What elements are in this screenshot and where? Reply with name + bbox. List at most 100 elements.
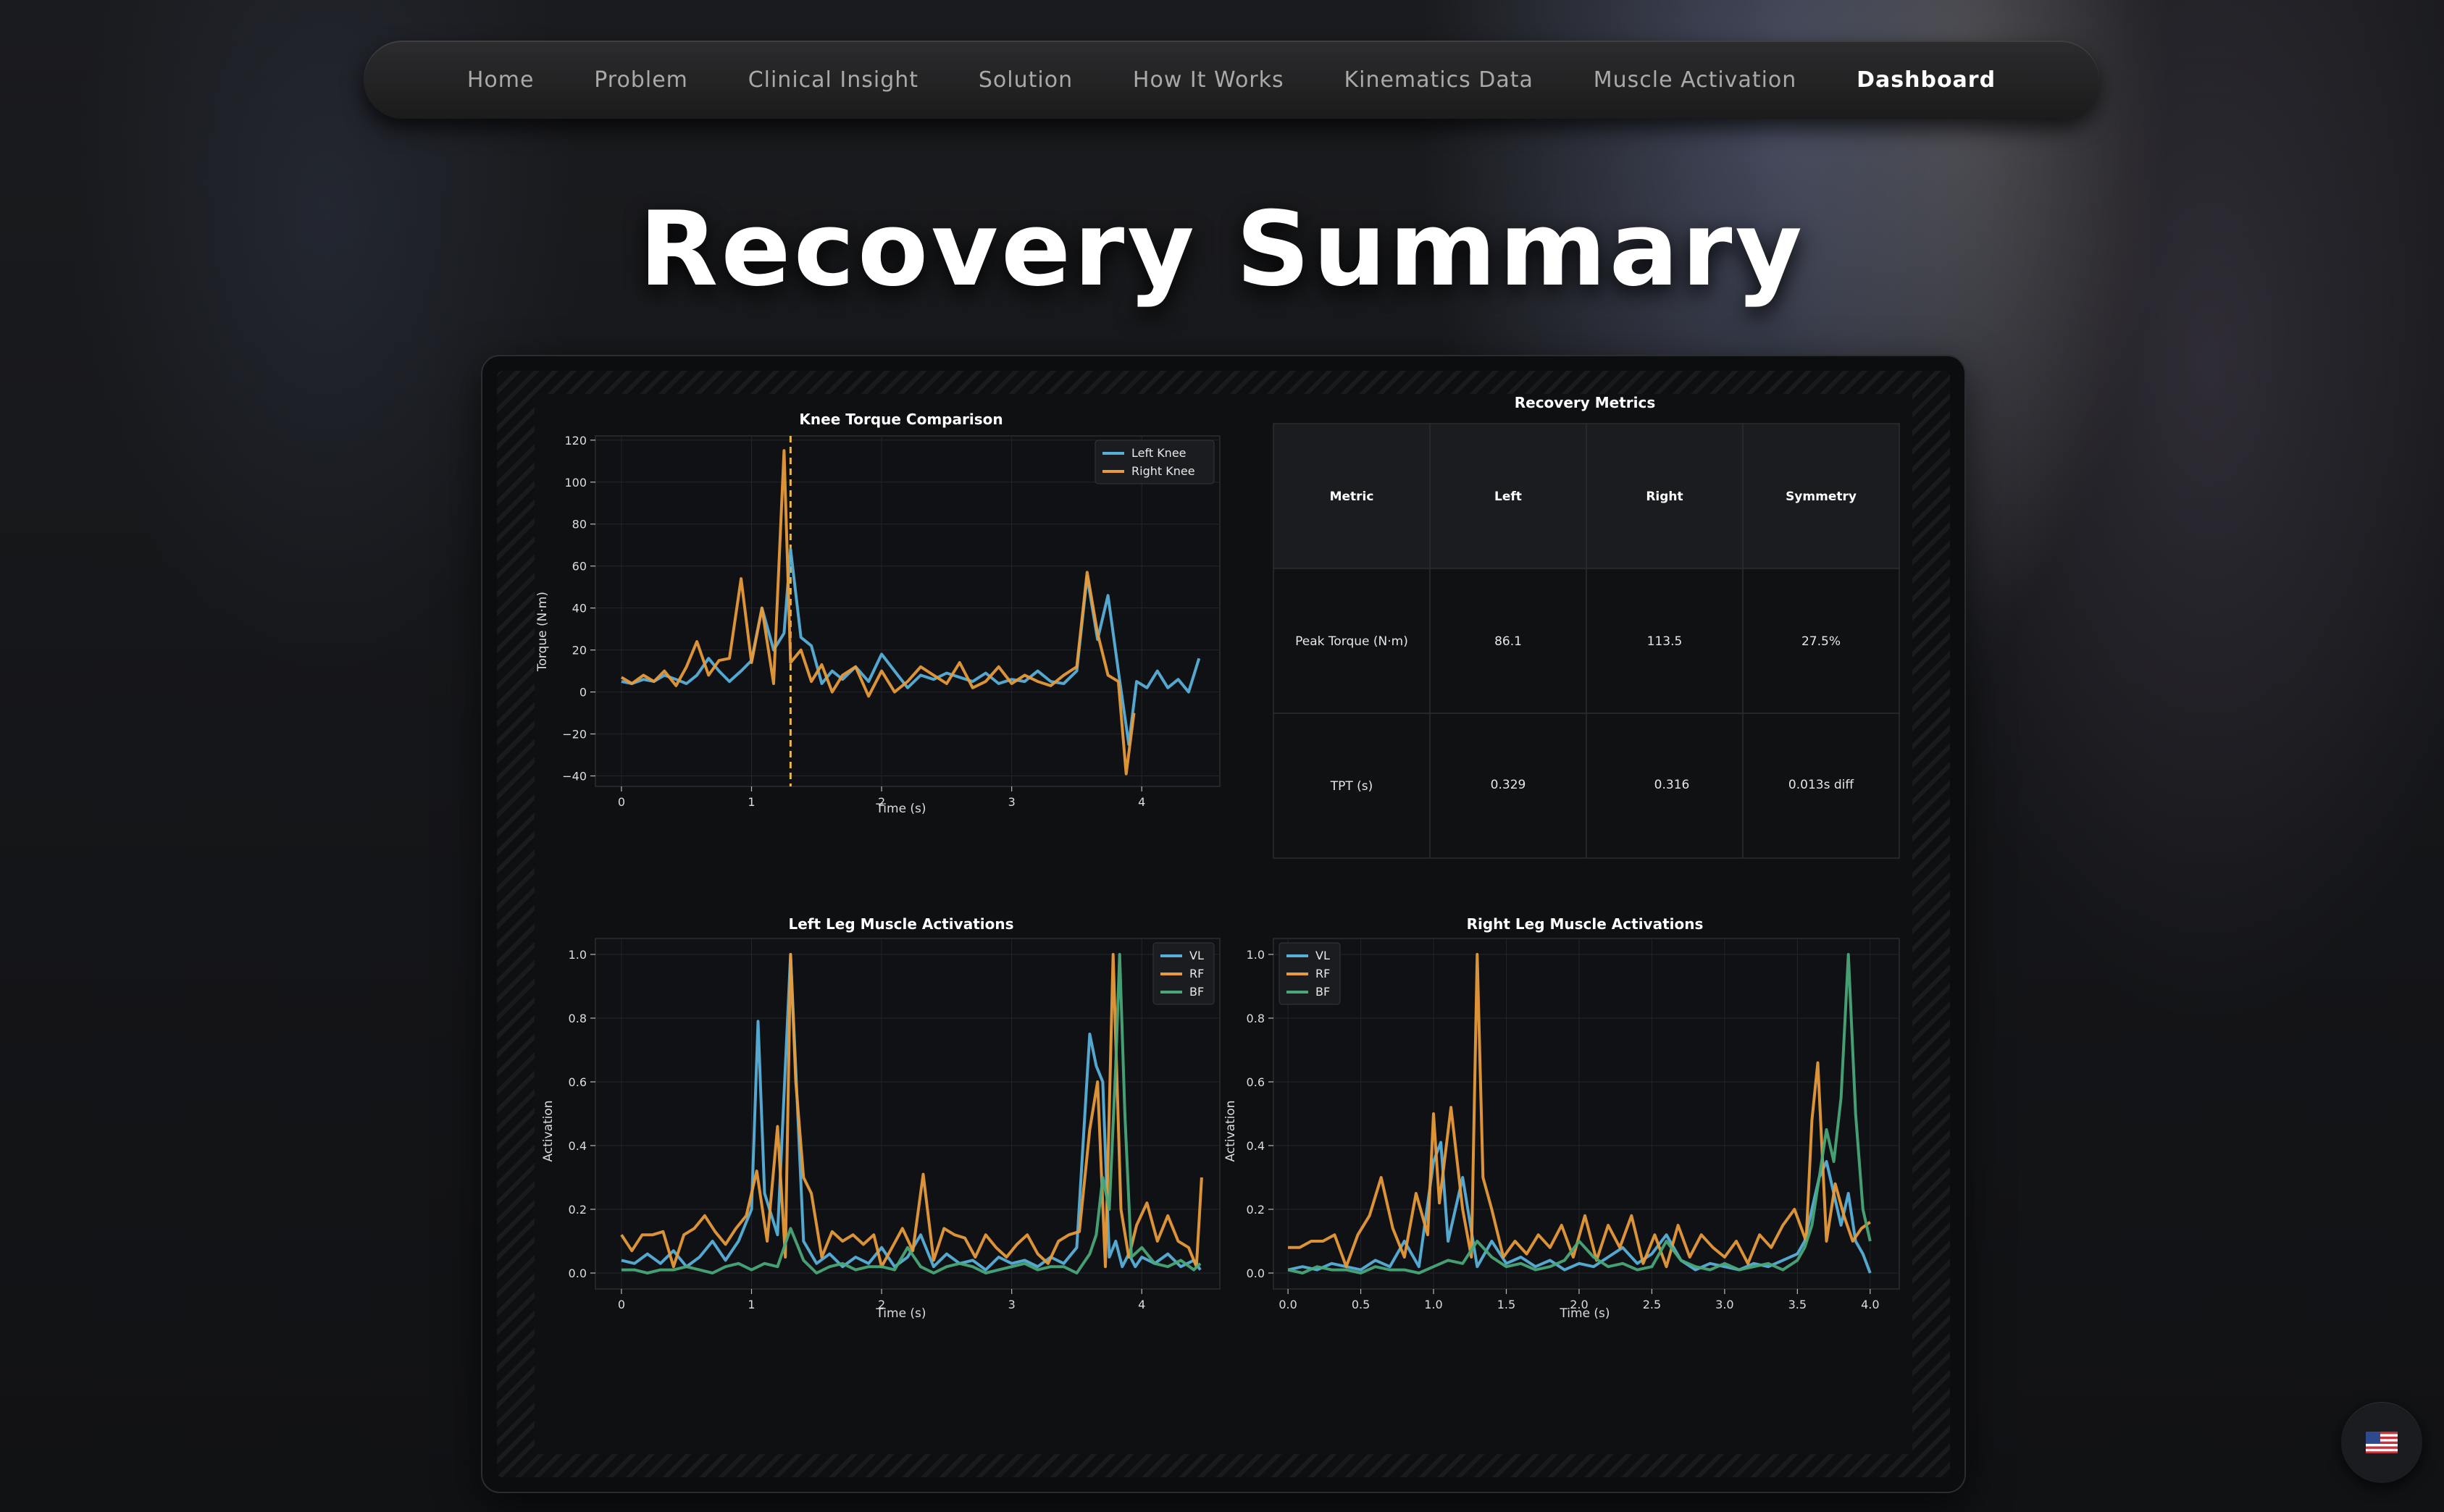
left-leg-ytick-label: 0.0 <box>569 1267 587 1280</box>
knee-torque-legend-box <box>1095 440 1215 484</box>
right-leg-legend-label: BF <box>1315 985 1330 999</box>
us-flag-icon <box>2366 1432 2398 1453</box>
left-leg-xtick-label: 3 <box>1008 1298 1016 1311</box>
dashboard-figure: Knee Torque Comparison Time (s) Torque (… <box>535 394 1912 1454</box>
nav-clinical-insight[interactable]: Clinical Insight <box>748 67 919 93</box>
knee-torque-ylabel: Torque (N·m) <box>535 592 550 672</box>
left-leg-legend-label: BF <box>1189 985 1204 999</box>
right-leg-xtick-label: 3.5 <box>1788 1298 1807 1311</box>
table-cell-metric: TPT (s) <box>1330 779 1373 794</box>
nav-kinematics-data[interactable]: Kinematics Data <box>1344 67 1533 93</box>
left-leg-ytick-label: 1.0 <box>569 948 587 962</box>
right-leg-ylabel: Activation <box>1223 1100 1238 1162</box>
right-leg-xtick-label: 1.0 <box>1424 1298 1442 1311</box>
knee-torque-ytick-label: 60 <box>572 560 587 574</box>
right-leg-xtick-label: 2.0 <box>1570 1298 1588 1311</box>
right-leg-series-vl <box>1287 1141 1872 1274</box>
left-leg-series-vl <box>621 953 1202 1272</box>
right-leg-legend-box <box>1279 942 1341 1005</box>
table-header-symmetry: Symmetry <box>1786 490 1857 504</box>
table-cell-symmetry: 0.013s diff <box>1788 778 1854 792</box>
left-leg-ytick-label: 0.6 <box>569 1075 587 1089</box>
left-leg-xlabel: Time (s) <box>875 1306 926 1321</box>
right-leg-xtick-label: 0.0 <box>1279 1298 1297 1311</box>
right-leg-xlabel: Time (s) <box>1559 1306 1610 1321</box>
knee-torque-series-right-knee <box>620 449 1136 776</box>
left-leg-legend-box <box>1152 942 1215 1005</box>
right-leg-ytick-label: 0.4 <box>1247 1139 1265 1153</box>
left-leg-series-rf <box>620 953 1203 1269</box>
knee-torque-xlabel: Time (s) <box>875 802 926 816</box>
dashboard-panel: Knee Torque Comparison Time (s) Torque (… <box>481 355 1966 1493</box>
recovery-metrics-title: Recovery Metrics <box>1515 394 1656 411</box>
knee-torque-ytick-label: −20 <box>562 728 587 742</box>
right-leg-ytick-label: 1.0 <box>1247 948 1265 962</box>
knee-torque-plot-area <box>595 435 1221 787</box>
knee-torque-xtick-label: 3 <box>1008 795 1016 809</box>
nav-how-it-works[interactable]: How It Works <box>1132 67 1284 93</box>
right-leg-ytick-label: 0.2 <box>1247 1203 1265 1217</box>
right-leg-ytick-label: 0.8 <box>1247 1012 1265 1025</box>
table-cell-left: 0.329 <box>1491 778 1526 792</box>
right-leg-series-bf <box>1287 953 1872 1274</box>
recovery-metrics-table: Recovery Metrics Metric Left Right Symme… <box>1273 394 1900 859</box>
table-header-right: Right <box>1646 490 1683 504</box>
nav-dashboard[interactable]: Dashboard <box>1857 67 1996 93</box>
knee-torque-ytick-label: 100 <box>564 476 587 490</box>
left-leg-xtick-label: 2 <box>878 1298 885 1311</box>
nav-solution[interactable]: Solution <box>978 67 1074 93</box>
knee-torque-legend-label: Right Knee <box>1131 464 1195 478</box>
left-leg-legend-label: RF <box>1189 967 1204 980</box>
knee-torque-ytick-label: 20 <box>572 644 587 658</box>
knee-torque-ytick-label: 120 <box>564 434 587 448</box>
left-leg-title: Left Leg Muscle Activations <box>789 915 1014 933</box>
right-leg-ytick-label: 0.6 <box>1247 1075 1265 1089</box>
nav-muscle-activation[interactable]: Muscle Activation <box>1593 67 1797 93</box>
right-leg-title: Right Leg Muscle Activations <box>1467 915 1704 933</box>
right-leg-xtick-label: 1.5 <box>1497 1298 1515 1311</box>
left-leg-ytick-label: 0.8 <box>569 1012 587 1025</box>
table-cell-right: 113.5 <box>1647 634 1683 649</box>
top-navigation: Home Problem Clinical Insight Solution H… <box>364 41 2099 119</box>
left-leg-ylabel: Activation <box>541 1100 556 1162</box>
table-cell-left: 86.1 <box>1494 634 1522 649</box>
knee-torque-xtick-label: 4 <box>1138 795 1145 809</box>
nav-problem[interactable]: Problem <box>594 67 688 93</box>
left-leg-legend-label: VL <box>1189 949 1204 962</box>
left-leg-xtick-label: 0 <box>618 1298 625 1311</box>
knee-torque-xtick-label: 1 <box>748 795 755 809</box>
left-leg-series-bf <box>621 953 1202 1274</box>
knee-torque-ytick-label: 40 <box>572 602 587 616</box>
right-leg-ytick-label: 0.0 <box>1247 1267 1265 1280</box>
left-leg-ytick-label: 0.2 <box>569 1203 587 1217</box>
nav-home[interactable]: Home <box>466 67 535 93</box>
table-cell-metric: Peak Torque (N·m) <box>1295 634 1408 649</box>
knee-torque-xtick-label: 0 <box>618 795 625 809</box>
knee-torque-series-left-knee <box>621 547 1201 746</box>
right-leg-legend-label: RF <box>1315 967 1330 980</box>
right-leg-plot-area <box>1273 938 1900 1290</box>
right-leg-legend-label: VL <box>1315 949 1330 962</box>
right-leg-xtick-label: 2.5 <box>1643 1298 1661 1311</box>
left-leg-ytick-label: 0.4 <box>569 1139 587 1153</box>
table-header-metric: Metric <box>1330 490 1374 504</box>
right-leg-xtick-label: 3.0 <box>1715 1298 1733 1311</box>
right-leg-xtick-label: 0.5 <box>1352 1298 1370 1311</box>
language-switcher-button[interactable] <box>2341 1402 2422 1483</box>
knee-torque-ytick-label: 80 <box>572 518 587 532</box>
right-leg-series-rf <box>1288 953 1871 1269</box>
knee-torque-chart: Knee Torque Comparison Time (s) Torque (… <box>535 411 1221 816</box>
knee-torque-legend-label: Left Knee <box>1131 446 1187 460</box>
knee-torque-title: Knee Torque Comparison <box>799 411 1003 428</box>
knee-torque-ytick-label: −40 <box>562 770 587 784</box>
dashboard-figure-svg: Knee Torque Comparison Time (s) Torque (… <box>535 394 1900 1321</box>
page-title: Recovery Summary <box>639 190 1805 309</box>
left-leg-xtick-label: 4 <box>1138 1298 1145 1311</box>
table-cell-right: 0.316 <box>1654 778 1690 792</box>
right-leg-xtick-label: 4.0 <box>1861 1298 1879 1311</box>
right-leg-activation-chart: Right Leg Muscle Activations Time (s) Ac… <box>1223 915 1900 1321</box>
knee-torque-xtick-label: 2 <box>878 795 885 809</box>
left-leg-xtick-label: 1 <box>748 1298 755 1311</box>
left-leg-activation-chart: Left Leg Muscle Activations Time (s) Act… <box>541 915 1221 1321</box>
table-cell-symmetry: 27.5% <box>1801 634 1841 649</box>
